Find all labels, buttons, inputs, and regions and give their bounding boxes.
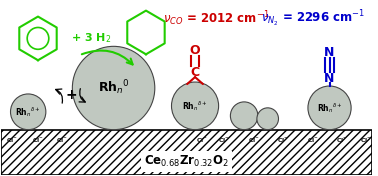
Circle shape [72, 46, 155, 130]
Text: Rh$_n$$^{\delta+}$: Rh$_n$$^{\delta+}$ [317, 101, 342, 115]
Text: Cl$^{-}$: Cl$^{-}$ [360, 136, 372, 144]
Text: Cl$^{-}$: Cl$^{-}$ [277, 136, 290, 144]
Circle shape [230, 102, 258, 130]
Text: Cl$^{-}$: Cl$^{-}$ [32, 136, 44, 144]
Text: Rh$_n$$^{0}$: Rh$_n$$^{0}$ [98, 79, 129, 97]
Text: N: N [324, 46, 335, 59]
Text: N: N [324, 72, 335, 85]
Text: Cl$^{-}$: Cl$^{-}$ [218, 136, 231, 144]
Circle shape [257, 108, 279, 130]
Circle shape [172, 82, 218, 130]
Text: + 3 H$_2$: + 3 H$_2$ [71, 32, 111, 45]
Text: $\nu_{CO}$ = 2012 cm$^{-1}$: $\nu_{CO}$ = 2012 cm$^{-1}$ [163, 9, 270, 28]
Text: Rh$_n$$^{\delta+}$: Rh$_n$$^{\delta+}$ [15, 105, 41, 119]
Text: $\nu_{N_2}$ = 2296 cm$^{-1}$: $\nu_{N_2}$ = 2296 cm$^{-1}$ [261, 8, 365, 29]
Circle shape [308, 86, 351, 130]
Text: Cl$^{-}$: Cl$^{-}$ [248, 136, 260, 144]
Circle shape [11, 94, 46, 130]
Text: O: O [190, 44, 200, 57]
Text: Cl$^{-}$: Cl$^{-}$ [196, 136, 208, 144]
Text: Rh$_n$$^{\delta+}$: Rh$_n$$^{\delta+}$ [182, 99, 208, 113]
Text: Cl$^{-}$: Cl$^{-}$ [307, 136, 319, 144]
Text: +: + [65, 88, 77, 102]
Text: Ce$_{0.68}$Zr$_{0.32}$O$_{2}$: Ce$_{0.68}$Zr$_{0.32}$O$_{2}$ [144, 154, 229, 169]
Text: Cl$^{-}$: Cl$^{-}$ [56, 136, 68, 144]
Text: Cl$^{-}$: Cl$^{-}$ [6, 136, 19, 144]
Bar [1, 130, 372, 175]
Text: C: C [191, 66, 200, 79]
Text: Cl$^{-}$: Cl$^{-}$ [336, 136, 348, 144]
